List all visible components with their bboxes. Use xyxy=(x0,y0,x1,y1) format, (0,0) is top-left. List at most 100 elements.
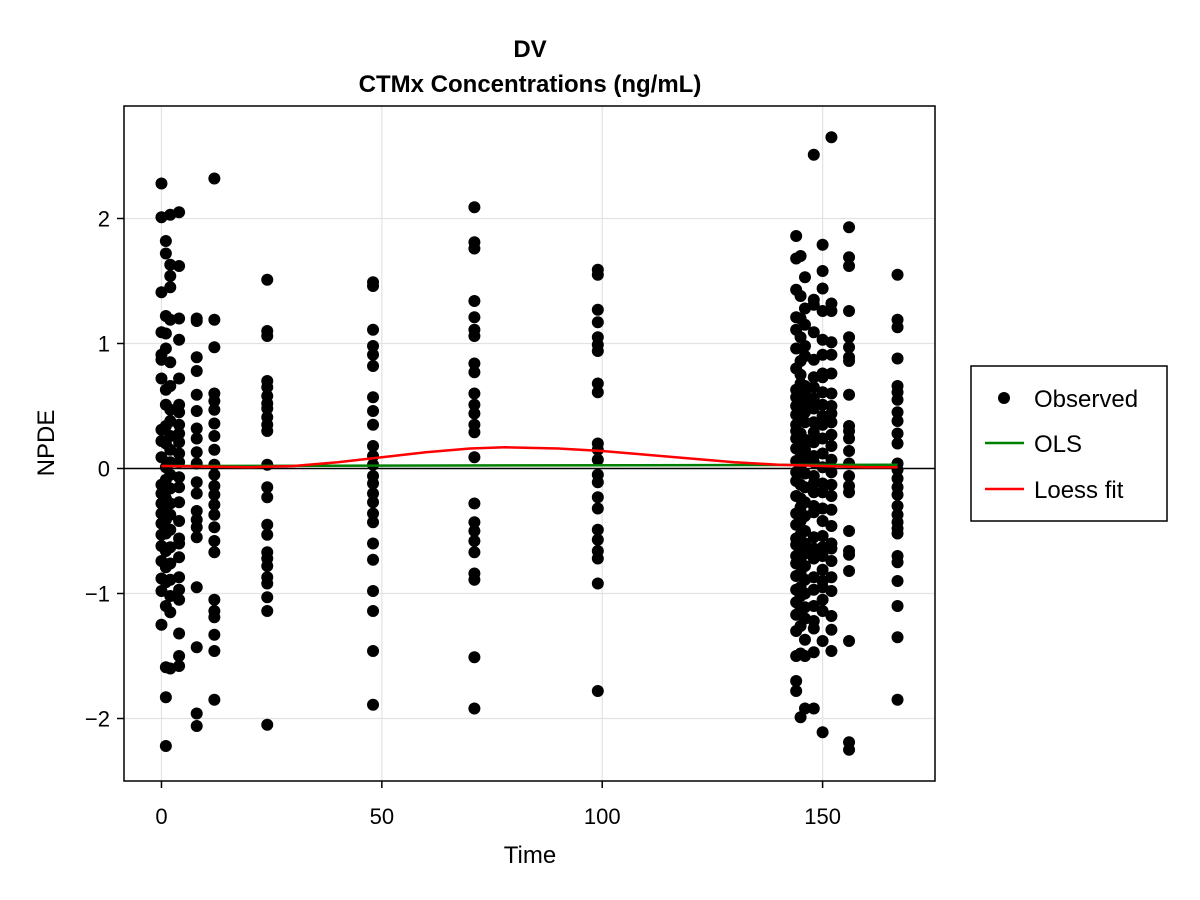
observed-point xyxy=(891,352,904,365)
observed-point xyxy=(798,547,811,560)
observed-point xyxy=(173,312,186,325)
observed-point xyxy=(367,280,380,292)
observed-point xyxy=(825,336,838,349)
observed-point xyxy=(591,345,604,357)
observed-point xyxy=(367,418,380,431)
observed-point xyxy=(825,520,838,532)
observed-point xyxy=(591,476,604,489)
observed-point xyxy=(261,481,274,494)
observed-point xyxy=(173,593,186,606)
observed-point xyxy=(367,605,380,617)
observed-point xyxy=(794,368,807,381)
observed-point xyxy=(825,367,838,380)
observed-point xyxy=(798,525,811,537)
observed-point xyxy=(190,351,203,364)
legend-loess-label: Loess fit xyxy=(1034,477,1124,504)
observed-point xyxy=(164,380,177,392)
observed-point xyxy=(208,593,221,606)
observed-point xyxy=(816,305,829,317)
observed-point xyxy=(164,508,177,521)
observed-point xyxy=(468,426,481,439)
observed-point xyxy=(807,298,820,311)
observed-point xyxy=(825,440,838,452)
observed-point xyxy=(208,645,221,657)
observed-point xyxy=(367,645,380,657)
y-tick-label: 1 xyxy=(98,332,110,357)
observed-point xyxy=(159,247,172,260)
observed-point xyxy=(825,645,838,657)
observed-point xyxy=(173,471,186,484)
observed-point xyxy=(468,651,481,664)
observed-point xyxy=(208,417,221,430)
observed-point xyxy=(591,386,604,399)
observed-point xyxy=(261,402,274,415)
observed-point xyxy=(190,315,203,327)
observed-point xyxy=(816,605,829,617)
y-axis-ticks: −2 −1 0 1 2 xyxy=(85,207,124,732)
observed-point xyxy=(208,480,221,492)
observed-point xyxy=(190,720,203,732)
observed-point xyxy=(891,600,904,612)
observed-point xyxy=(190,446,203,459)
observed-point xyxy=(807,426,820,439)
observed-point xyxy=(816,593,829,606)
fit-lines xyxy=(161,446,898,469)
y-tick-label: 0 xyxy=(98,457,110,482)
observed-point xyxy=(155,177,168,190)
observed-point xyxy=(468,702,481,715)
observed-point xyxy=(367,477,380,490)
observed-point xyxy=(591,533,604,546)
observed-point xyxy=(164,270,177,282)
observed-point xyxy=(843,565,856,577)
observed-point xyxy=(790,675,803,687)
observed-point xyxy=(173,260,186,272)
observed-point xyxy=(173,537,186,550)
observed-point xyxy=(208,611,221,624)
observed-point xyxy=(891,500,904,512)
observed-point xyxy=(798,537,811,550)
observed-point xyxy=(164,497,177,510)
observed-point xyxy=(891,472,904,485)
observed-point xyxy=(173,627,186,640)
observed-point xyxy=(173,650,186,662)
legend-observed-marker xyxy=(998,392,1010,404)
observed-point xyxy=(825,490,838,502)
observed-point xyxy=(816,398,829,411)
observed-point xyxy=(468,201,481,214)
observed-point xyxy=(891,406,904,419)
observed-point xyxy=(190,521,203,534)
observed-point xyxy=(798,397,811,410)
observed-point xyxy=(807,646,820,659)
observed-point xyxy=(173,660,186,672)
observed-point xyxy=(261,528,274,541)
observed-point xyxy=(816,447,829,460)
legend: Observed OLS Loess fit xyxy=(970,365,1168,522)
observed-point xyxy=(261,381,274,394)
observed-point xyxy=(208,172,221,185)
observed-point xyxy=(468,535,481,547)
observed-point xyxy=(468,497,481,510)
observed-point xyxy=(173,406,186,419)
observed-point xyxy=(825,585,838,597)
observed-point xyxy=(367,585,380,597)
observed-point xyxy=(807,702,820,715)
observed-point xyxy=(816,238,829,251)
observed-point xyxy=(173,436,186,449)
observed-point xyxy=(367,340,380,352)
observed-point xyxy=(190,641,203,654)
observed-point xyxy=(825,348,838,361)
observed-point xyxy=(843,432,856,445)
observed-point xyxy=(468,573,481,586)
observed-point xyxy=(591,502,604,515)
observed-point xyxy=(190,405,203,417)
observed-point xyxy=(367,516,380,529)
observed-point xyxy=(173,583,186,596)
observed-point xyxy=(843,470,856,482)
observed-point xyxy=(591,303,604,316)
observed-point xyxy=(807,542,820,555)
observed-point xyxy=(208,488,221,501)
observed-point xyxy=(807,531,820,544)
x-axis-label: Time xyxy=(504,842,556,869)
observed-point xyxy=(190,707,203,720)
observed-point xyxy=(159,691,172,704)
